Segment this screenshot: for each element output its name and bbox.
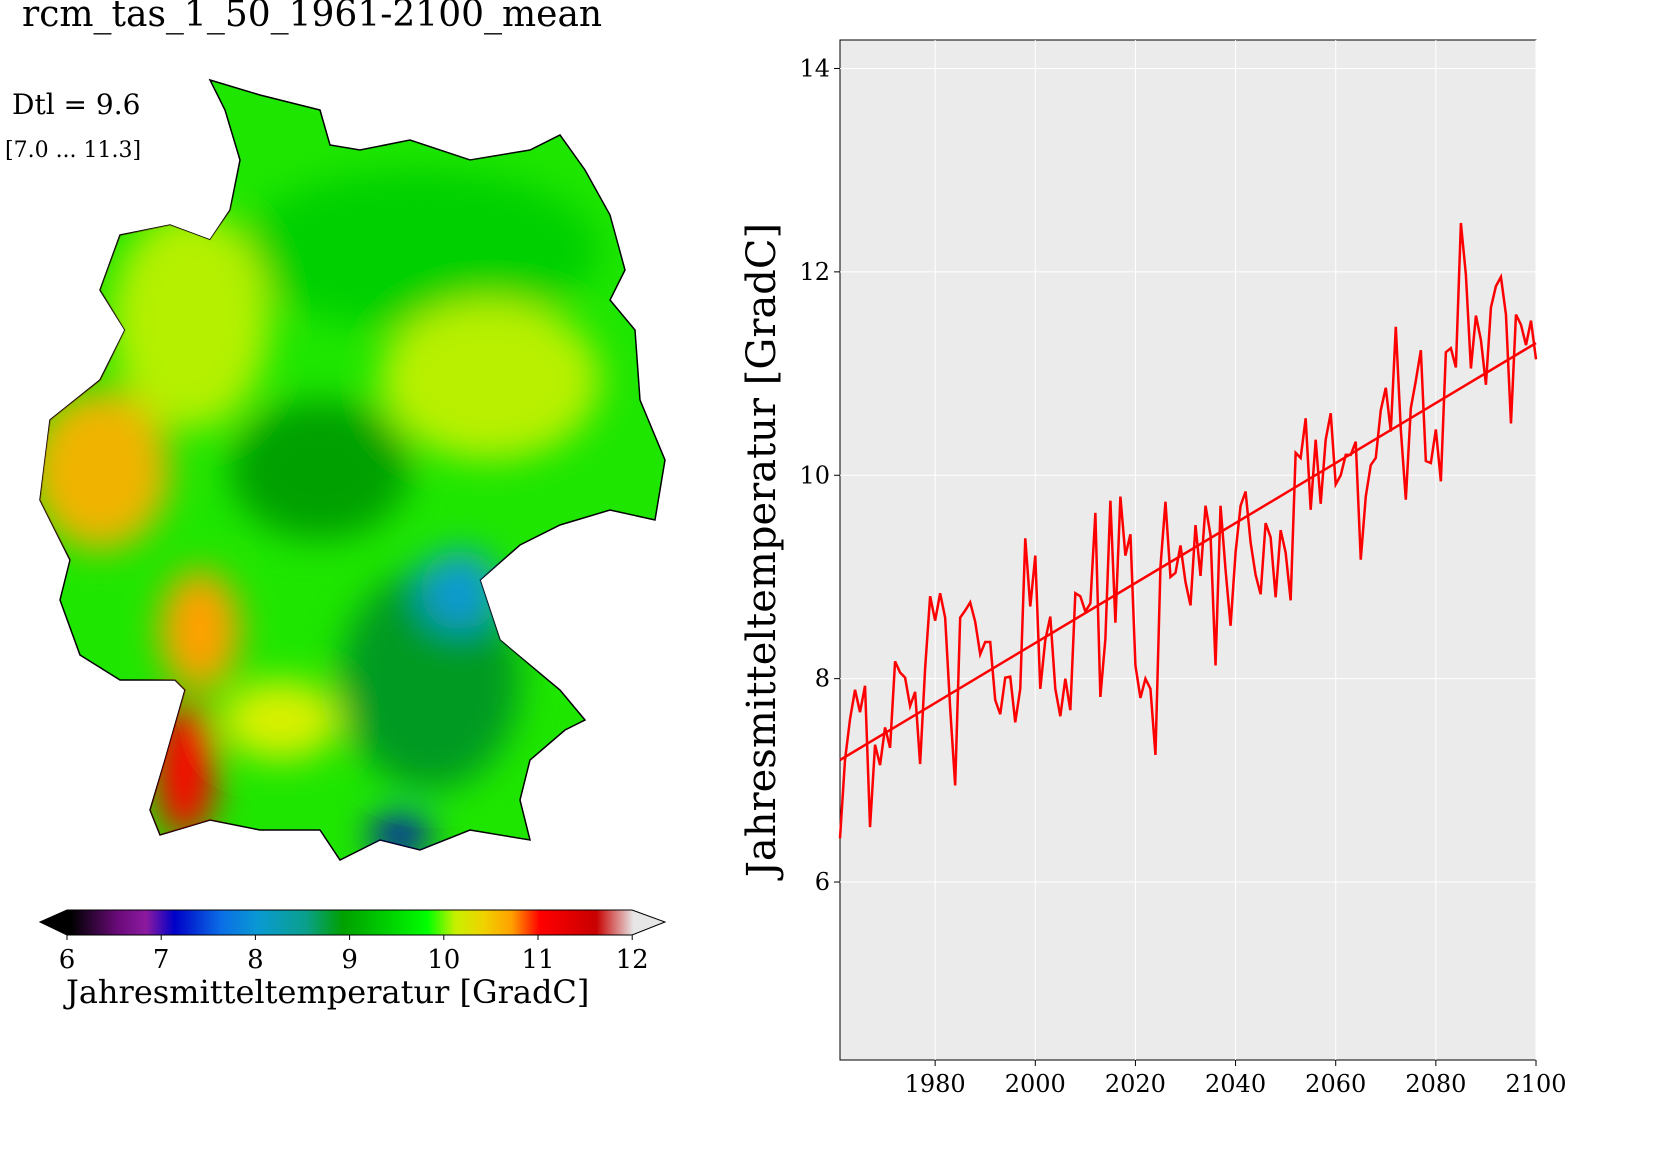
plot-area xyxy=(839,39,1537,1061)
colorbar-tick-label: 6 xyxy=(59,945,76,975)
series-annual-mean xyxy=(838,222,1538,839)
y-tick-label: 10 xyxy=(799,461,830,489)
map-region-north xyxy=(240,170,600,330)
colorbar-tick-label: 7 xyxy=(153,945,170,975)
y-tick-label: 14 xyxy=(799,54,830,82)
map-region-erzgebirge xyxy=(420,550,500,630)
y-tick-label: 12 xyxy=(799,258,830,286)
map-region-alps xyxy=(370,815,430,855)
colorbar-tick-label: 10 xyxy=(427,945,460,975)
x-tick-label: 2060 xyxy=(1305,1070,1366,1098)
colorbar-label: Jahresmitteltemperatur [GradC] xyxy=(66,973,590,1011)
value-range: [7.0 ... 11.3] xyxy=(5,138,142,163)
colorbar-tick-label: 9 xyxy=(341,945,358,975)
x-tick-label: 2020 xyxy=(1105,1070,1166,1098)
colorbar: 6 7 8 9 10 11 12 xyxy=(38,909,667,975)
map-region-northwest xyxy=(110,210,270,430)
colorbar-tick-label: 12 xyxy=(616,945,649,975)
x-tick-label: 1980 xyxy=(905,1070,966,1098)
x-tick-label: 2040 xyxy=(1205,1070,1266,1098)
map-region-west xyxy=(40,390,170,550)
germany-mean-value: Dtl = 9.6 xyxy=(12,88,141,121)
map-region-center xyxy=(230,400,410,540)
colorbar-bar xyxy=(38,909,667,936)
colorbar-tick-label: 8 xyxy=(247,945,264,975)
map-region-upper-rhine xyxy=(155,700,215,840)
x-tick-label: 2100 xyxy=(1505,1070,1566,1098)
series-linear-trend xyxy=(839,341,1537,762)
map-title: rcm_tas_1_50_1961-2100_mean xyxy=(22,0,603,35)
map-region-sw-hills xyxy=(220,680,340,760)
map-region-east xyxy=(380,300,600,460)
x-tick-label: 2080 xyxy=(1405,1070,1466,1098)
x-tick-label: 2000 xyxy=(1005,1070,1066,1098)
colorbar-tick-label: 11 xyxy=(521,945,554,975)
line-chart: 1980 2000 2020 2040 2060 2080 2100 6 8 10 12 14 xyxy=(799,39,1567,1098)
y-axis-label: Jahresmitteltemperatur [GradC] xyxy=(739,222,785,878)
map-region-rhine xyxy=(160,570,240,690)
y-tick-label: 6 xyxy=(815,868,830,896)
germany-map xyxy=(39,78,666,861)
y-tick-label: 8 xyxy=(815,665,830,693)
